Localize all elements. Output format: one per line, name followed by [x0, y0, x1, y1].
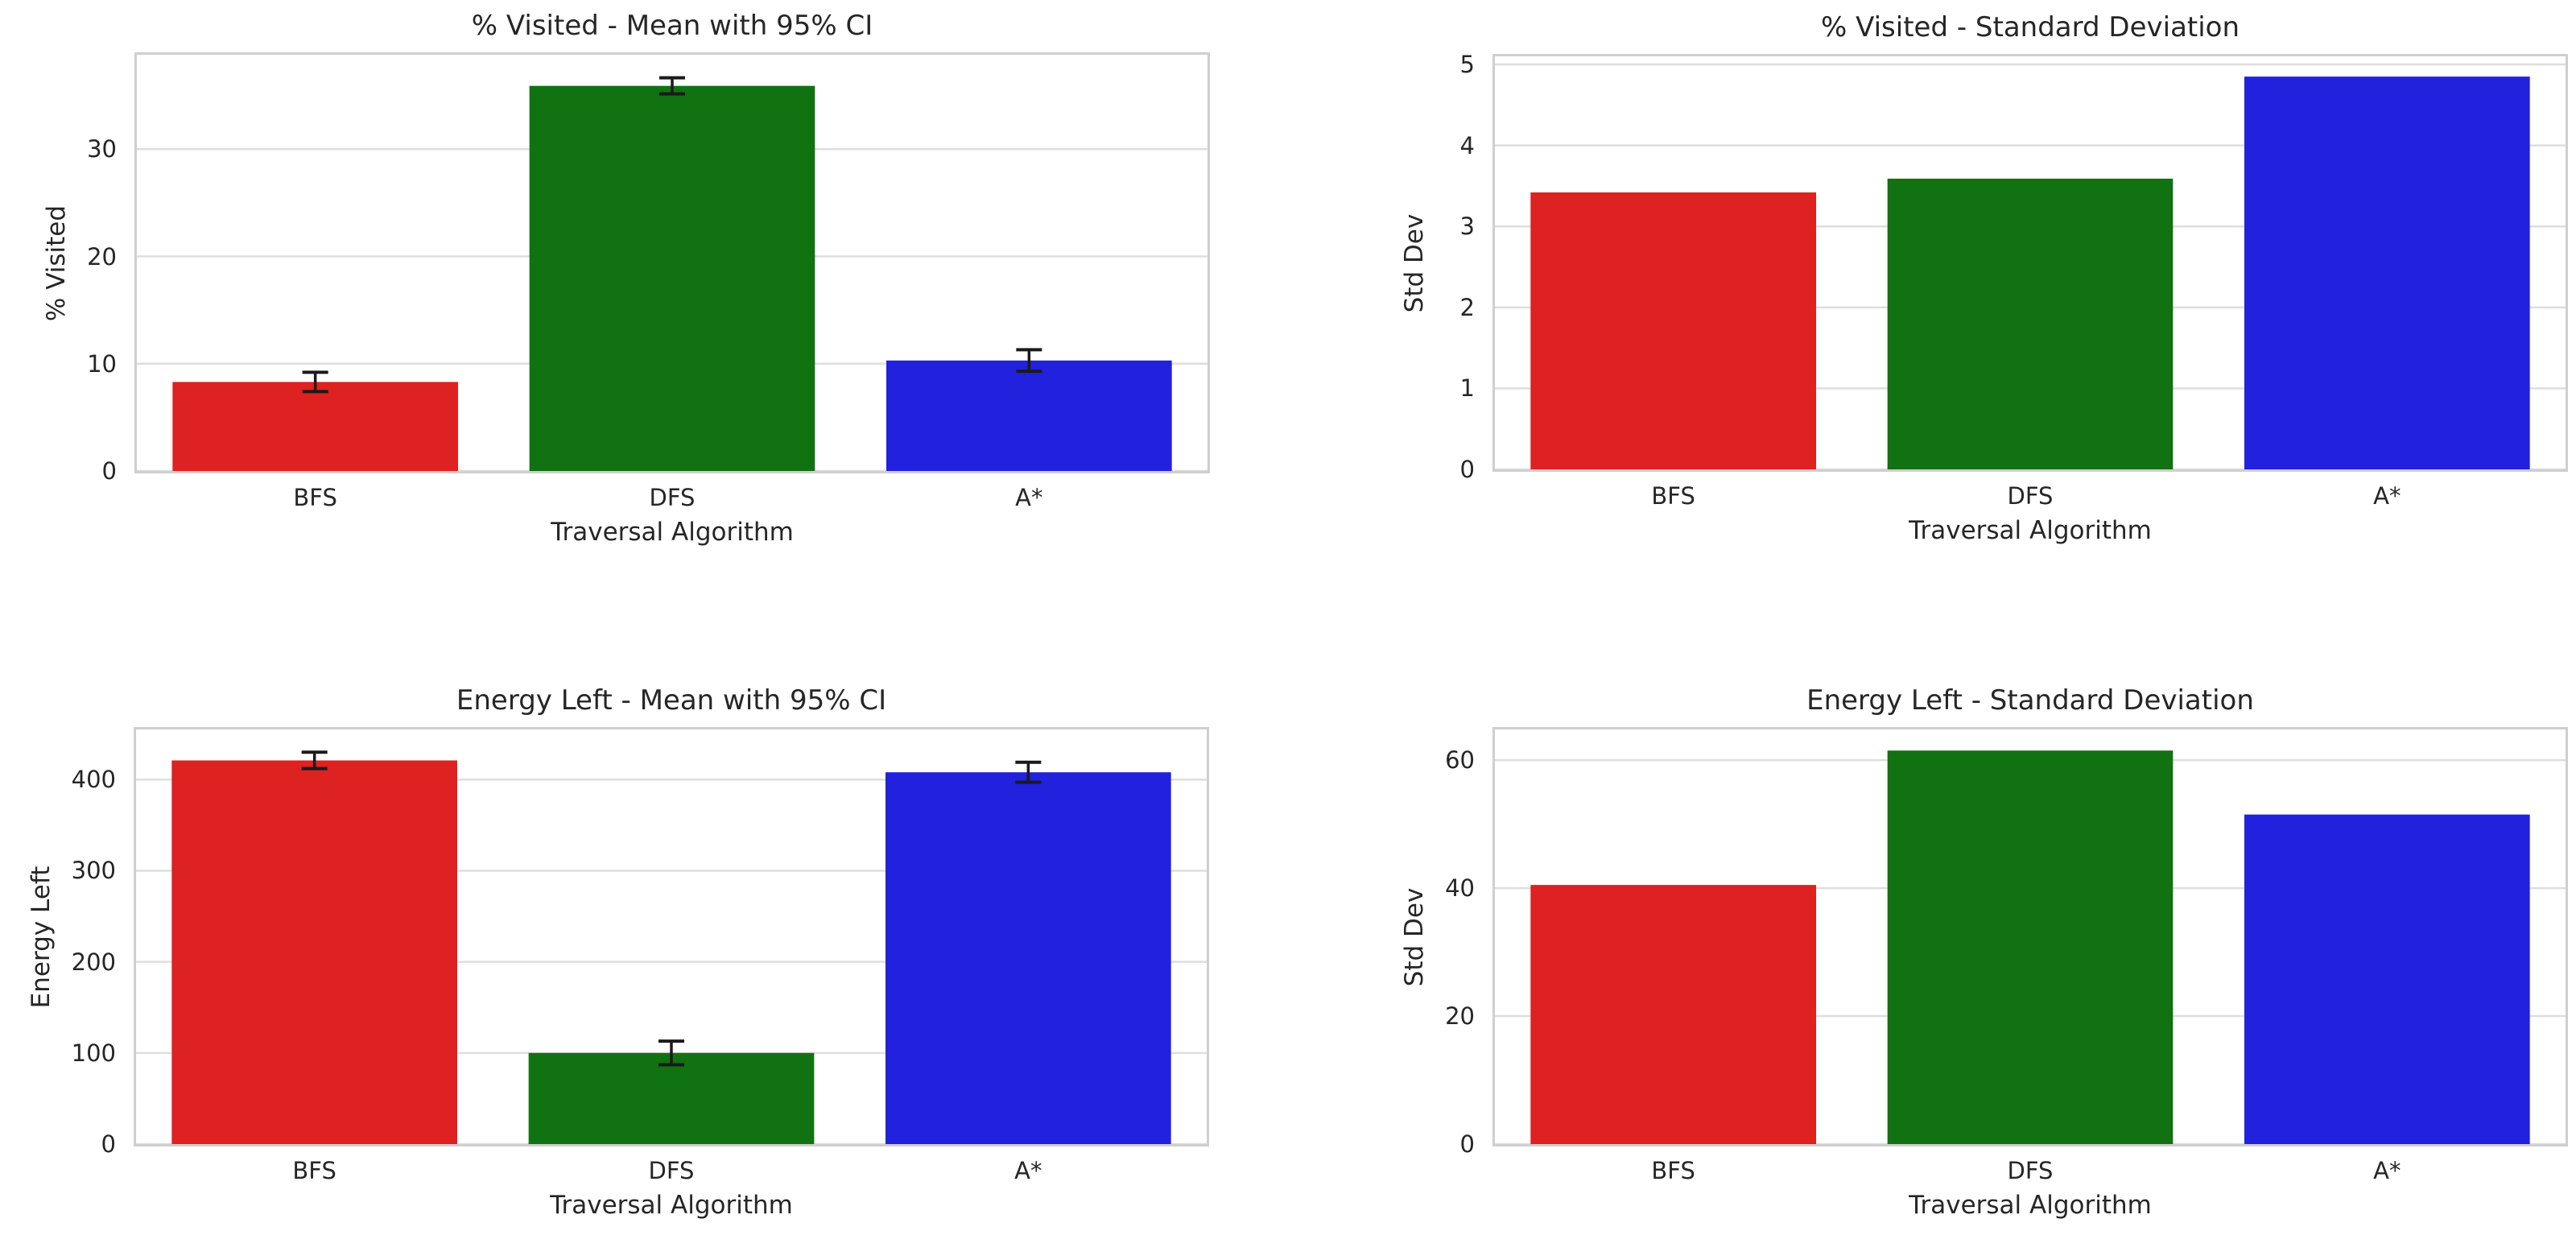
bar-astar [886, 360, 1172, 471]
bar-bfs [172, 382, 459, 471]
y-tick-label: 4 [1459, 131, 1475, 159]
y-tick-label: 2 [1459, 293, 1475, 321]
x-tick-label: DFS [2007, 482, 2054, 510]
x-tick-label: BFS [293, 484, 337, 511]
y-tick-label: 1 [1459, 374, 1475, 403]
x-tick-label: BFS [1651, 482, 1695, 510]
bar-astar [886, 772, 1171, 1144]
x-axis-label: Traversal Algorithm [1909, 1191, 2152, 1220]
bar-dfs [1887, 750, 2174, 1144]
y-tick-label: 3 [1459, 213, 1475, 241]
x-axis-label: Traversal Algorithm [550, 1191, 793, 1220]
x-tick-label: A* [2373, 482, 2401, 510]
bar-bfs [1530, 192, 1816, 469]
y-tick-label: 400 [71, 766, 116, 794]
bar-dfs [529, 85, 815, 471]
y-tick-label: 0 [1459, 456, 1475, 483]
bar-astar [2244, 76, 2530, 469]
y-tick-label: 200 [71, 948, 116, 976]
y-tick-label: 40 [1445, 874, 1475, 903]
bar-bfs [1530, 885, 1816, 1144]
bar-dfs [528, 1052, 815, 1144]
bar-plot-svg [1495, 750, 2566, 1144]
bar-bfs [171, 760, 458, 1144]
chart-title: % Visited - Standard Deviation [1820, 11, 2240, 43]
y-tick-label: 10 [87, 349, 117, 378]
y-tick-label: 60 [1445, 746, 1475, 775]
y-tick-label: 30 [87, 135, 117, 163]
y-tick-label: 20 [1445, 1002, 1475, 1031]
x-axis-label: Traversal Algorithm [1909, 516, 2152, 545]
x-tick-label: A* [1014, 1157, 1042, 1184]
x-tick-label: A* [1015, 484, 1043, 511]
y-tick-label: 0 [101, 457, 117, 485]
bar-plot-svg [1495, 63, 2566, 469]
x-tick-label: A* [2373, 1157, 2401, 1184]
bar-plot-svg [136, 750, 1207, 1144]
chart-title: Energy Left - Mean with 95% CI [456, 684, 887, 717]
plot-area [1492, 54, 2568, 472]
y-tick-label: 0 [1459, 1130, 1475, 1158]
x-tick-label: DFS [649, 484, 696, 511]
y-tick-label: 20 [87, 242, 117, 271]
y-tick-label: 0 [101, 1130, 116, 1158]
x-tick-label: BFS [292, 1157, 336, 1184]
x-tick-label: DFS [648, 1157, 695, 1184]
plot-area [134, 727, 1209, 1147]
x-tick-label: BFS [1651, 1157, 1695, 1184]
bar-dfs [1887, 178, 2174, 469]
bar-plot-svg [137, 76, 1208, 471]
y-tick-label: 300 [71, 857, 116, 885]
plot-area [1492, 727, 2568, 1147]
y-axis-label: Std Dev [1400, 213, 1429, 312]
chart-title: Energy Left - Standard Deviation [1806, 684, 2254, 717]
x-tick-label: DFS [2007, 1157, 2054, 1184]
bar-astar [2244, 814, 2530, 1144]
chart-title: % Visited - Mean with 95% CI [471, 10, 873, 42]
y-tick-label: 100 [71, 1039, 116, 1067]
plot-area [134, 52, 1210, 473]
x-axis-label: Traversal Algorithm [551, 518, 794, 547]
y-tick-label: 5 [1459, 51, 1475, 79]
